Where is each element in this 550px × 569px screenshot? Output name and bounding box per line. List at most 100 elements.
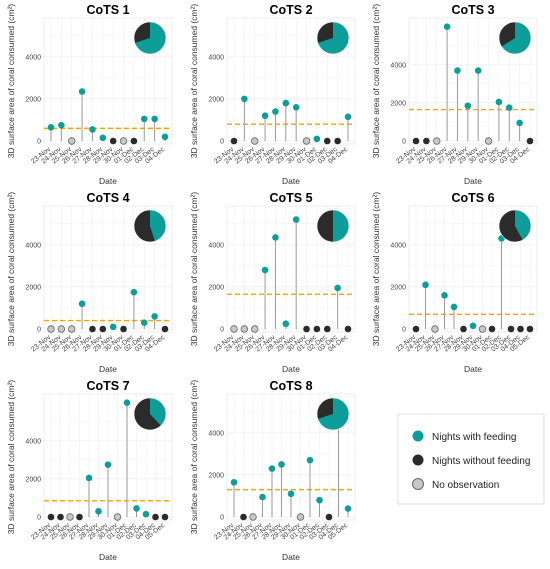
point-feeding (287, 490, 295, 498)
y-tick-label: 2000 (208, 472, 224, 479)
legend-no-feeding-marker (412, 454, 424, 466)
point-no-observation (251, 325, 259, 333)
pie-outline (133, 397, 167, 431)
point-no-feeding (57, 513, 64, 521)
y-tick-label: 2000 (390, 100, 406, 107)
pie-outline (498, 209, 532, 243)
pie-inset (133, 209, 167, 243)
y-axis-label: 3D surface area of coral consumed (cm²) (6, 4, 16, 159)
point-no-observation (433, 137, 441, 145)
point-no-observation (249, 513, 257, 521)
y-tick-label: 0 (37, 515, 41, 522)
point-feeding (474, 67, 482, 74)
point-feeding (123, 399, 131, 407)
y-tick-label: 2000 (390, 284, 406, 291)
point-feeding (516, 119, 523, 127)
point-no-observation (484, 137, 493, 145)
point-no-feeding (323, 137, 331, 145)
point-no-feeding (240, 513, 247, 521)
point-feeding (495, 98, 503, 106)
pie-outline (133, 21, 167, 55)
point-no-feeding (161, 325, 169, 333)
panel-cots-5: CoTS 502000400023-Nov24-Nov25-Nov26-Nov2… (189, 191, 356, 374)
point-feeding (344, 505, 352, 512)
pie-slice-feeding (317, 22, 349, 54)
point-no-feeding (152, 513, 159, 521)
point-feeding (268, 465, 276, 472)
x-axis-label: Date (282, 552, 300, 562)
x-axis-label: Date (464, 176, 482, 186)
y-tick-label: 4000 (208, 430, 224, 437)
point-feeding (272, 234, 279, 241)
pie-slice-feeding (501, 22, 531, 55)
point-no-feeding (526, 137, 534, 145)
pie-inset (133, 21, 167, 55)
y-tick-label: 0 (220, 327, 224, 334)
y-tick-label: 0 (220, 139, 224, 146)
point-no-observation (302, 137, 311, 145)
y-axis-label: 3D surface area of coral consumed (cm²) (371, 192, 381, 347)
point-feeding (306, 456, 314, 464)
point-feeding (78, 88, 86, 95)
y-axis-label: 3D surface area of coral consumed (cm²) (371, 4, 381, 159)
point-no-observation (296, 513, 305, 521)
point-feeding (109, 323, 117, 331)
point-no-observation (57, 325, 66, 333)
point-no-feeding (526, 325, 534, 333)
panel-title: CoTS 6 (451, 191, 494, 205)
point-feeding (140, 115, 148, 123)
point-feeding (450, 303, 458, 311)
pie-inset (498, 21, 532, 55)
legend-item-no-feeding: Nights without feeding (412, 454, 530, 467)
pie-outline (133, 209, 167, 243)
point-no-feeding (412, 137, 420, 145)
x-axis-label: Date (282, 364, 300, 374)
x-axis-label: Date (282, 176, 300, 186)
y-tick-label: 2000 (25, 476, 41, 483)
y-tick-label: 4000 (390, 242, 406, 249)
point-feeding (85, 474, 93, 482)
point-no-observation (240, 325, 249, 333)
point-no-feeding (507, 325, 515, 333)
y-tick-label: 4000 (25, 242, 41, 249)
pie-outline (316, 397, 350, 431)
legend-no-feeding-label: Nights without feeding (432, 456, 530, 467)
legend-feeding-label: Nights with feeding (432, 432, 517, 443)
point-feeding (464, 102, 472, 110)
panel-cots-6: CoTS 602000400023-Nov24-Nov25-Nov26-Nov2… (371, 191, 538, 374)
legend-item-feeding: Nights with feeding (412, 430, 517, 443)
point-feeding (151, 313, 158, 320)
point-no-feeding (313, 325, 321, 333)
point-feeding (441, 292, 448, 299)
point-no-feeding (161, 513, 169, 521)
y-axis-label: 3D surface area of coral consumed (cm²) (6, 192, 16, 347)
point-feeding (505, 104, 513, 111)
pie-inset (133, 397, 167, 431)
point-feeding (104, 461, 112, 468)
point-no-feeding (99, 325, 107, 333)
point-feeding (140, 319, 148, 326)
y-tick-label: 0 (37, 139, 41, 146)
pie-slice-feeding (333, 210, 349, 242)
point-feeding (443, 23, 451, 31)
x-axis-label: Date (99, 176, 117, 186)
point-no-feeding (460, 325, 467, 333)
point-no-feeding (488, 325, 496, 333)
point-no-feeding (130, 137, 138, 145)
y-tick-label: 4000 (208, 54, 224, 61)
point-feeding (130, 288, 138, 296)
y-tick-label: 4000 (390, 62, 406, 69)
x-axis-label: Date (99, 364, 117, 374)
y-axis-label: 3D surface area of coral consumed (cm²) (189, 4, 199, 159)
x-axis-label: Date (99, 552, 117, 562)
point-feeding (99, 134, 107, 142)
x-axis-label: Date (464, 364, 482, 374)
point-feeding (272, 108, 279, 115)
point-no-feeding (325, 513, 333, 521)
point-feeding (89, 126, 96, 133)
panel-cots-4: CoTS 402000400023-Nov24-Nov25-Nov26-Nov2… (6, 191, 173, 374)
pie-outline (316, 21, 350, 55)
pie-outline (498, 21, 532, 55)
y-tick-label: 2000 (208, 284, 224, 291)
point-no-feeding (89, 325, 96, 333)
